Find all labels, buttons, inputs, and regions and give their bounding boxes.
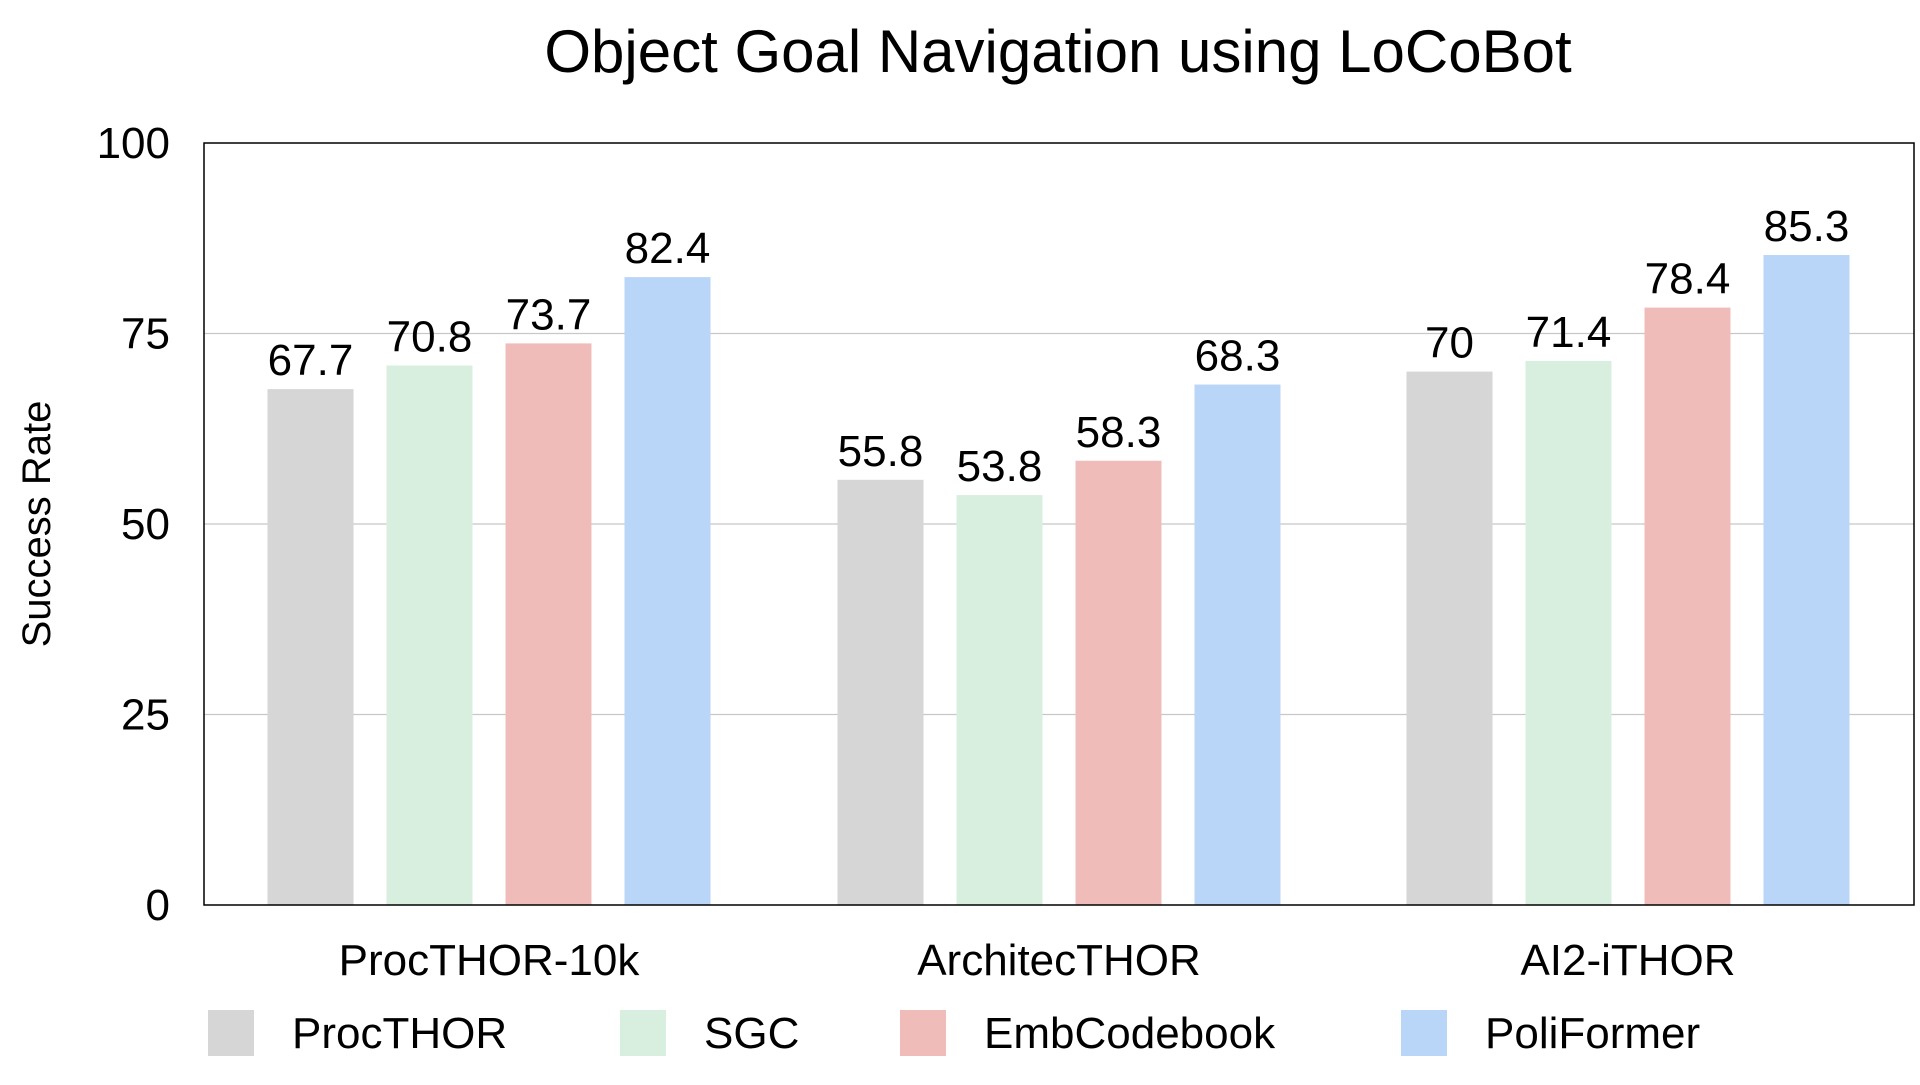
legend-swatch bbox=[620, 1010, 666, 1056]
bar bbox=[624, 277, 711, 905]
bar bbox=[1644, 307, 1731, 905]
legend-label: PoliFormer bbox=[1485, 1009, 1700, 1058]
bars bbox=[267, 255, 1850, 906]
y-tick-label: 0 bbox=[146, 881, 170, 930]
bar bbox=[837, 479, 924, 905]
bar-value-label: 67.7 bbox=[268, 336, 354, 385]
bar bbox=[386, 365, 473, 905]
y-tick-label: 50 bbox=[121, 500, 170, 549]
value-labels: 67.7 55.8 70 70.8 53.8 71.4 73.7 58.3 78.4 82.4 68… bbox=[268, 202, 1850, 491]
gridlines bbox=[204, 332, 1914, 716]
bar-value-label: 82.4 bbox=[625, 224, 711, 273]
category-label: ProcTHOR-10k bbox=[339, 936, 641, 985]
legend-swatch bbox=[208, 1010, 254, 1056]
bar bbox=[1406, 371, 1493, 906]
legend-swatch bbox=[1401, 1010, 1447, 1056]
category-labels: ProcTHOR-10k ArchitecTHOR AI2-iTHOR bbox=[339, 936, 1736, 985]
bar-value-label: 55.8 bbox=[838, 427, 924, 476]
bar bbox=[1525, 360, 1612, 905]
chart-title: Object Goal Navigation using LoCoBot bbox=[544, 18, 1572, 85]
bar-value-label: 78.4 bbox=[1645, 255, 1731, 304]
y-tick-labels: 0 25 50 75 100 bbox=[97, 119, 170, 930]
bar-value-label: 53.8 bbox=[957, 442, 1043, 491]
bar-value-label: 71.4 bbox=[1526, 308, 1612, 357]
legend-label: SGC bbox=[704, 1009, 799, 1058]
bar bbox=[1763, 255, 1850, 905]
bar-value-label: 85.3 bbox=[1764, 202, 1850, 251]
legend-label: ProcTHOR bbox=[292, 1009, 507, 1058]
bar bbox=[956, 495, 1043, 905]
bar bbox=[1075, 460, 1162, 905]
bar bbox=[505, 343, 592, 905]
legend-label: EmbCodebook bbox=[984, 1009, 1276, 1058]
y-tick-label: 100 bbox=[97, 119, 170, 168]
y-tick-label: 25 bbox=[121, 691, 170, 740]
legend: ProcTHOR SGC EmbCodebook PoliFormer bbox=[208, 1009, 1700, 1058]
bar bbox=[267, 389, 354, 906]
legend-swatch bbox=[900, 1010, 946, 1056]
plot-frame bbox=[203, 142, 1915, 906]
bar-value-label: 73.7 bbox=[506, 290, 592, 339]
category-label: AI2-iTHOR bbox=[1520, 936, 1735, 985]
category-label: ArchitecTHOR bbox=[917, 936, 1201, 985]
y-axis-label: Success Rate bbox=[15, 401, 59, 648]
bar-value-label: 70.8 bbox=[387, 313, 473, 362]
y-tick-label: 75 bbox=[121, 310, 170, 359]
bar-value-label: 68.3 bbox=[1195, 332, 1281, 381]
bar-value-label: 58.3 bbox=[1076, 408, 1162, 457]
bar-value-label: 70 bbox=[1425, 319, 1474, 368]
bar bbox=[1194, 384, 1281, 906]
